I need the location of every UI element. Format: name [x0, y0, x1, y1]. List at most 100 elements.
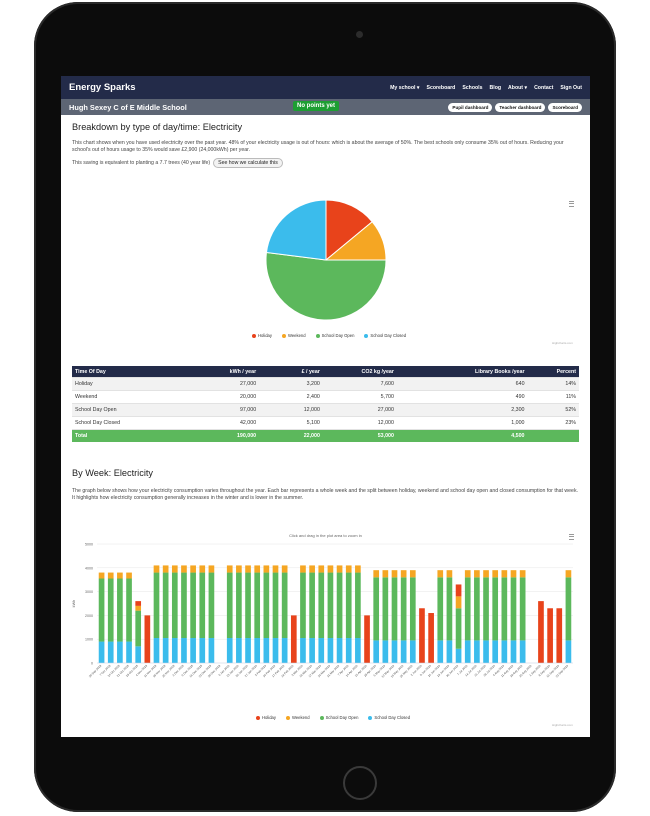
bar-segment-weekend[interactable]	[153, 565, 160, 573]
bar-segment-school-day-closed[interactable]	[117, 641, 123, 663]
bar-segment-weekend[interactable]	[565, 570, 572, 578]
bar-segment-school-day-closed[interactable]	[181, 638, 187, 663]
bar-segment-school-day-closed[interactable]	[318, 638, 325, 663]
bar-segment-school-day-closed[interactable]	[464, 640, 471, 663]
bar-segment-school-day-closed[interactable]	[483, 640, 489, 663]
bar-segment-school-day-closed[interactable]	[199, 638, 206, 663]
home-button[interactable]	[343, 766, 377, 800]
bar-segment-school-day-open[interactable]	[126, 578, 132, 642]
bar-segment-weekend[interactable]	[263, 565, 270, 573]
bar-segment-school-day-closed[interactable]	[391, 640, 398, 663]
nav-sign-out[interactable]: Sign Out	[560, 84, 582, 91]
bar-segment-school-day-open[interactable]	[474, 577, 480, 641]
bar-segment-weekend[interactable]	[171, 565, 178, 573]
bar-segment-school-day-open[interactable]	[309, 572, 315, 639]
bar-segment-school-day-open[interactable]	[345, 572, 352, 639]
bar-segment-school-day-closed[interactable]	[190, 638, 196, 663]
bar-segment-school-day-open[interactable]	[199, 572, 206, 639]
bar-segment-weekend[interactable]	[400, 570, 407, 578]
bar-segment-holiday[interactable]	[428, 613, 434, 663]
bar-segment-school-day-open[interactable]	[236, 572, 242, 639]
bar-segment-school-day-closed[interactable]	[272, 638, 279, 663]
chart-menu-icon[interactable]	[569, 201, 574, 207]
bar-segment-school-day-open[interactable]	[226, 572, 233, 639]
bar-segment-weekend[interactable]	[455, 596, 462, 609]
bar-segment-weekend[interactable]	[135, 605, 142, 611]
nav-blog[interactable]: Blog	[489, 84, 502, 91]
bar-segment-school-day-closed[interactable]	[510, 640, 517, 663]
nav-schools[interactable]: Schools	[462, 84, 483, 91]
bar-segment-school-day-open[interactable]	[483, 577, 489, 641]
bar-segment-holiday[interactable]	[538, 601, 544, 663]
bar-segment-school-day-closed[interactable]	[474, 640, 480, 663]
bar-segment-school-day-open[interactable]	[117, 578, 123, 642]
bar-segment-school-day-open[interactable]	[446, 577, 453, 641]
bar-segment-school-day-open[interactable]	[336, 572, 343, 639]
bar-segment-school-day-open[interactable]	[437, 577, 444, 641]
bar-segment-holiday[interactable]	[364, 615, 370, 663]
bar-segment-school-day-open[interactable]	[492, 577, 499, 641]
bar-segment-school-day-closed[interactable]	[126, 641, 132, 663]
pie-slice-school-day-open[interactable]	[265, 251, 387, 321]
weekly-legend-school-day-closed[interactable]: School Day Closed	[368, 715, 410, 720]
bar-segment-weekend[interactable]	[437, 570, 444, 578]
pie-credits[interactable]: Highcharts.com	[552, 341, 573, 345]
bar-segment-weekend[interactable]	[519, 570, 526, 578]
bar-segment-school-day-open[interactable]	[519, 577, 526, 641]
bar-segment-school-day-open[interactable]	[300, 572, 306, 639]
bar-segment-school-day-closed[interactable]	[245, 638, 251, 663]
bar-segment-school-day-open[interactable]	[245, 572, 251, 639]
bar-segment-weekend[interactable]	[181, 565, 187, 573]
bar-segment-school-day-closed[interactable]	[263, 638, 270, 663]
bar-segment-school-day-open[interactable]	[510, 577, 517, 641]
bar-segment-school-day-open[interactable]	[153, 572, 160, 639]
bar-segment-weekend[interactable]	[355, 565, 361, 573]
bar-segment-school-day-open[interactable]	[382, 577, 389, 641]
bar-segment-weekend[interactable]	[254, 565, 261, 573]
bar-segment-school-day-closed[interactable]	[98, 641, 105, 663]
bar-segment-weekend[interactable]	[336, 565, 343, 573]
bar-segment-school-day-closed[interactable]	[565, 640, 572, 663]
weekly-legend-weekend[interactable]: Weekend	[285, 715, 310, 720]
bar-segment-holiday[interactable]	[290, 615, 297, 663]
bar-segment-school-day-closed[interactable]	[162, 638, 169, 663]
legend-weekend[interactable]: Weekend	[281, 333, 306, 338]
bar-segment-school-day-closed[interactable]	[135, 646, 142, 663]
bar-segment-weekend[interactable]	[208, 565, 215, 573]
bar-segment-weekend[interactable]	[501, 570, 508, 578]
bar-segment-school-day-open[interactable]	[455, 608, 462, 649]
weekly-chart-menu-icon[interactable]	[569, 534, 574, 540]
bar-segment-holiday[interactable]	[135, 601, 142, 606]
nav-my-school[interactable]: My school ▾	[390, 84, 420, 91]
bar-segment-weekend[interactable]	[236, 565, 242, 573]
bar-segment-school-day-open[interactable]	[501, 577, 508, 641]
nav-contact[interactable]: Contact	[534, 84, 554, 91]
bar-segment-school-day-open[interactable]	[391, 577, 398, 641]
bar-segment-school-day-open[interactable]	[373, 577, 380, 641]
bar-segment-school-day-open[interactable]	[263, 572, 270, 639]
bar-segment-weekend[interactable]	[327, 565, 334, 573]
bar-segment-weekend[interactable]	[409, 570, 416, 578]
weekly-legend-school-day-open[interactable]: School Day Open	[319, 715, 358, 720]
bar-segment-school-day-open[interactable]	[190, 572, 196, 639]
bar-segment-school-day-open[interactable]	[565, 577, 572, 641]
bar-segment-school-day-closed[interactable]	[153, 638, 160, 663]
bar-segment-weekend[interactable]	[300, 565, 306, 573]
bar-segment-weekend[interactable]	[281, 565, 288, 573]
bar-segment-school-day-closed[interactable]	[309, 638, 315, 663]
bar-segment-school-day-open[interactable]	[98, 578, 105, 642]
bar-segment-holiday[interactable]	[419, 608, 425, 663]
bar-segment-school-day-closed[interactable]	[437, 640, 444, 663]
pie-slice-holiday[interactable]	[325, 199, 373, 262]
bar-segment-school-day-open[interactable]	[135, 610, 142, 647]
bar-segment-weekend[interactable]	[446, 570, 453, 578]
bar-segment-weekend[interactable]	[190, 565, 196, 573]
bar-segment-school-day-closed[interactable]	[300, 638, 306, 663]
bar-segment-school-day-open[interactable]	[162, 572, 169, 639]
bar-segment-weekend[interactable]	[107, 572, 114, 579]
weekly-credits[interactable]: Highcharts.com	[552, 723, 573, 727]
bar-segment-school-day-open[interactable]	[400, 577, 407, 641]
bar-segment-school-day-closed[interactable]	[492, 640, 499, 663]
legend-school-day-open[interactable]: School Day Open	[315, 333, 354, 338]
bar-segment-school-day-closed[interactable]	[171, 638, 178, 663]
